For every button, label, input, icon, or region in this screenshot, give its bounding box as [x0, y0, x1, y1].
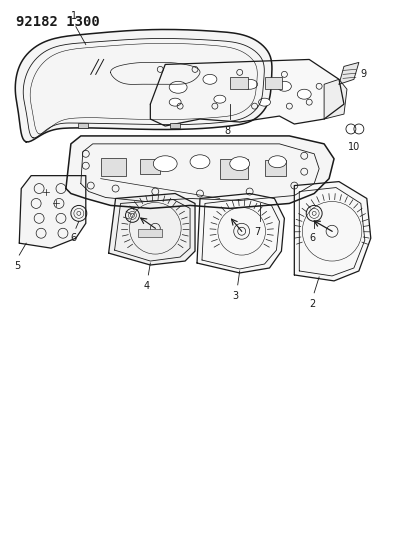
- Bar: [265, 77, 282, 89]
- Text: 9: 9: [361, 69, 367, 79]
- Polygon shape: [15, 29, 272, 142]
- Polygon shape: [109, 193, 195, 265]
- Bar: [139, 229, 162, 237]
- Polygon shape: [19, 176, 86, 248]
- Polygon shape: [324, 79, 347, 119]
- Text: 2: 2: [309, 299, 315, 309]
- Ellipse shape: [190, 155, 210, 168]
- Ellipse shape: [242, 79, 257, 89]
- Bar: [170, 123, 180, 128]
- Polygon shape: [66, 136, 334, 208]
- Ellipse shape: [214, 95, 226, 103]
- Bar: [101, 158, 126, 176]
- Ellipse shape: [169, 82, 187, 93]
- Bar: [230, 77, 248, 89]
- Text: 1: 1: [71, 11, 77, 21]
- Polygon shape: [294, 182, 371, 281]
- Bar: [78, 123, 88, 128]
- Polygon shape: [197, 193, 284, 273]
- Text: 7: 7: [255, 227, 261, 237]
- Ellipse shape: [297, 89, 311, 99]
- Ellipse shape: [169, 98, 181, 106]
- Ellipse shape: [259, 98, 270, 106]
- Ellipse shape: [278, 82, 291, 91]
- Text: 5: 5: [14, 261, 21, 271]
- Polygon shape: [150, 60, 344, 126]
- Text: 6: 6: [309, 233, 315, 243]
- Text: 8: 8: [225, 126, 231, 136]
- Polygon shape: [339, 62, 359, 84]
- Text: 6: 6: [71, 233, 77, 243]
- Text: 4: 4: [143, 281, 149, 291]
- Ellipse shape: [203, 75, 217, 84]
- Ellipse shape: [153, 156, 177, 172]
- Text: 10: 10: [348, 142, 360, 152]
- Bar: [220, 159, 248, 179]
- Text: 92182 1300: 92182 1300: [16, 15, 100, 29]
- Bar: [265, 160, 286, 176]
- Ellipse shape: [268, 156, 286, 168]
- Ellipse shape: [230, 157, 249, 171]
- Text: 3: 3: [233, 291, 239, 301]
- Bar: [141, 159, 160, 174]
